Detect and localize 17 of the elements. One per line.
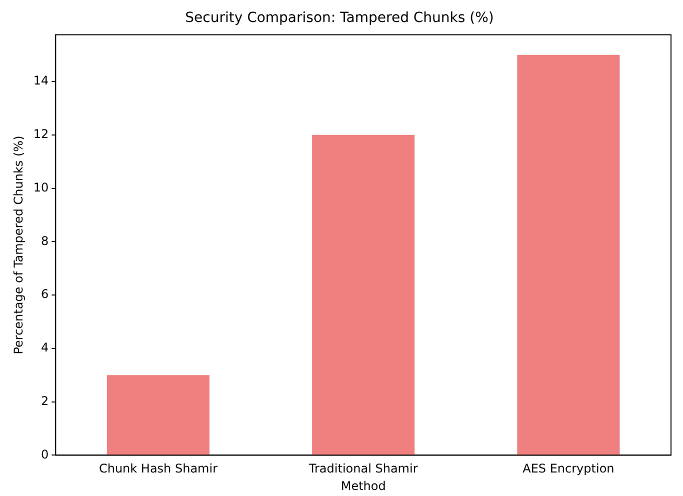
y-tick-label: 4 [41, 340, 49, 355]
bar [517, 54, 620, 455]
y-tick-label: 0 [41, 447, 49, 462]
x-tick-label: Traditional Shamir [308, 462, 418, 476]
y-tick-label: 6 [41, 287, 49, 302]
y-tick-label: 12 [33, 127, 49, 142]
bar [106, 375, 210, 455]
y-tick-label: 10 [33, 180, 49, 194]
x-tick-label: Chunk Hash Shamir [98, 462, 218, 476]
y-tick-label: 8 [41, 234, 49, 248]
y-tick-label: 14 [33, 74, 49, 88]
x-tick-label: AES Encryption [522, 462, 614, 476]
x-axis-title: Method [340, 478, 386, 493]
bar [312, 134, 415, 455]
y-axis-title: Percentage of Tampered Chunks (%) [11, 136, 26, 354]
chart-title: Security Comparison: Tampered Chunks (%) [185, 10, 494, 26]
y-tick-label: 2 [41, 394, 49, 408]
